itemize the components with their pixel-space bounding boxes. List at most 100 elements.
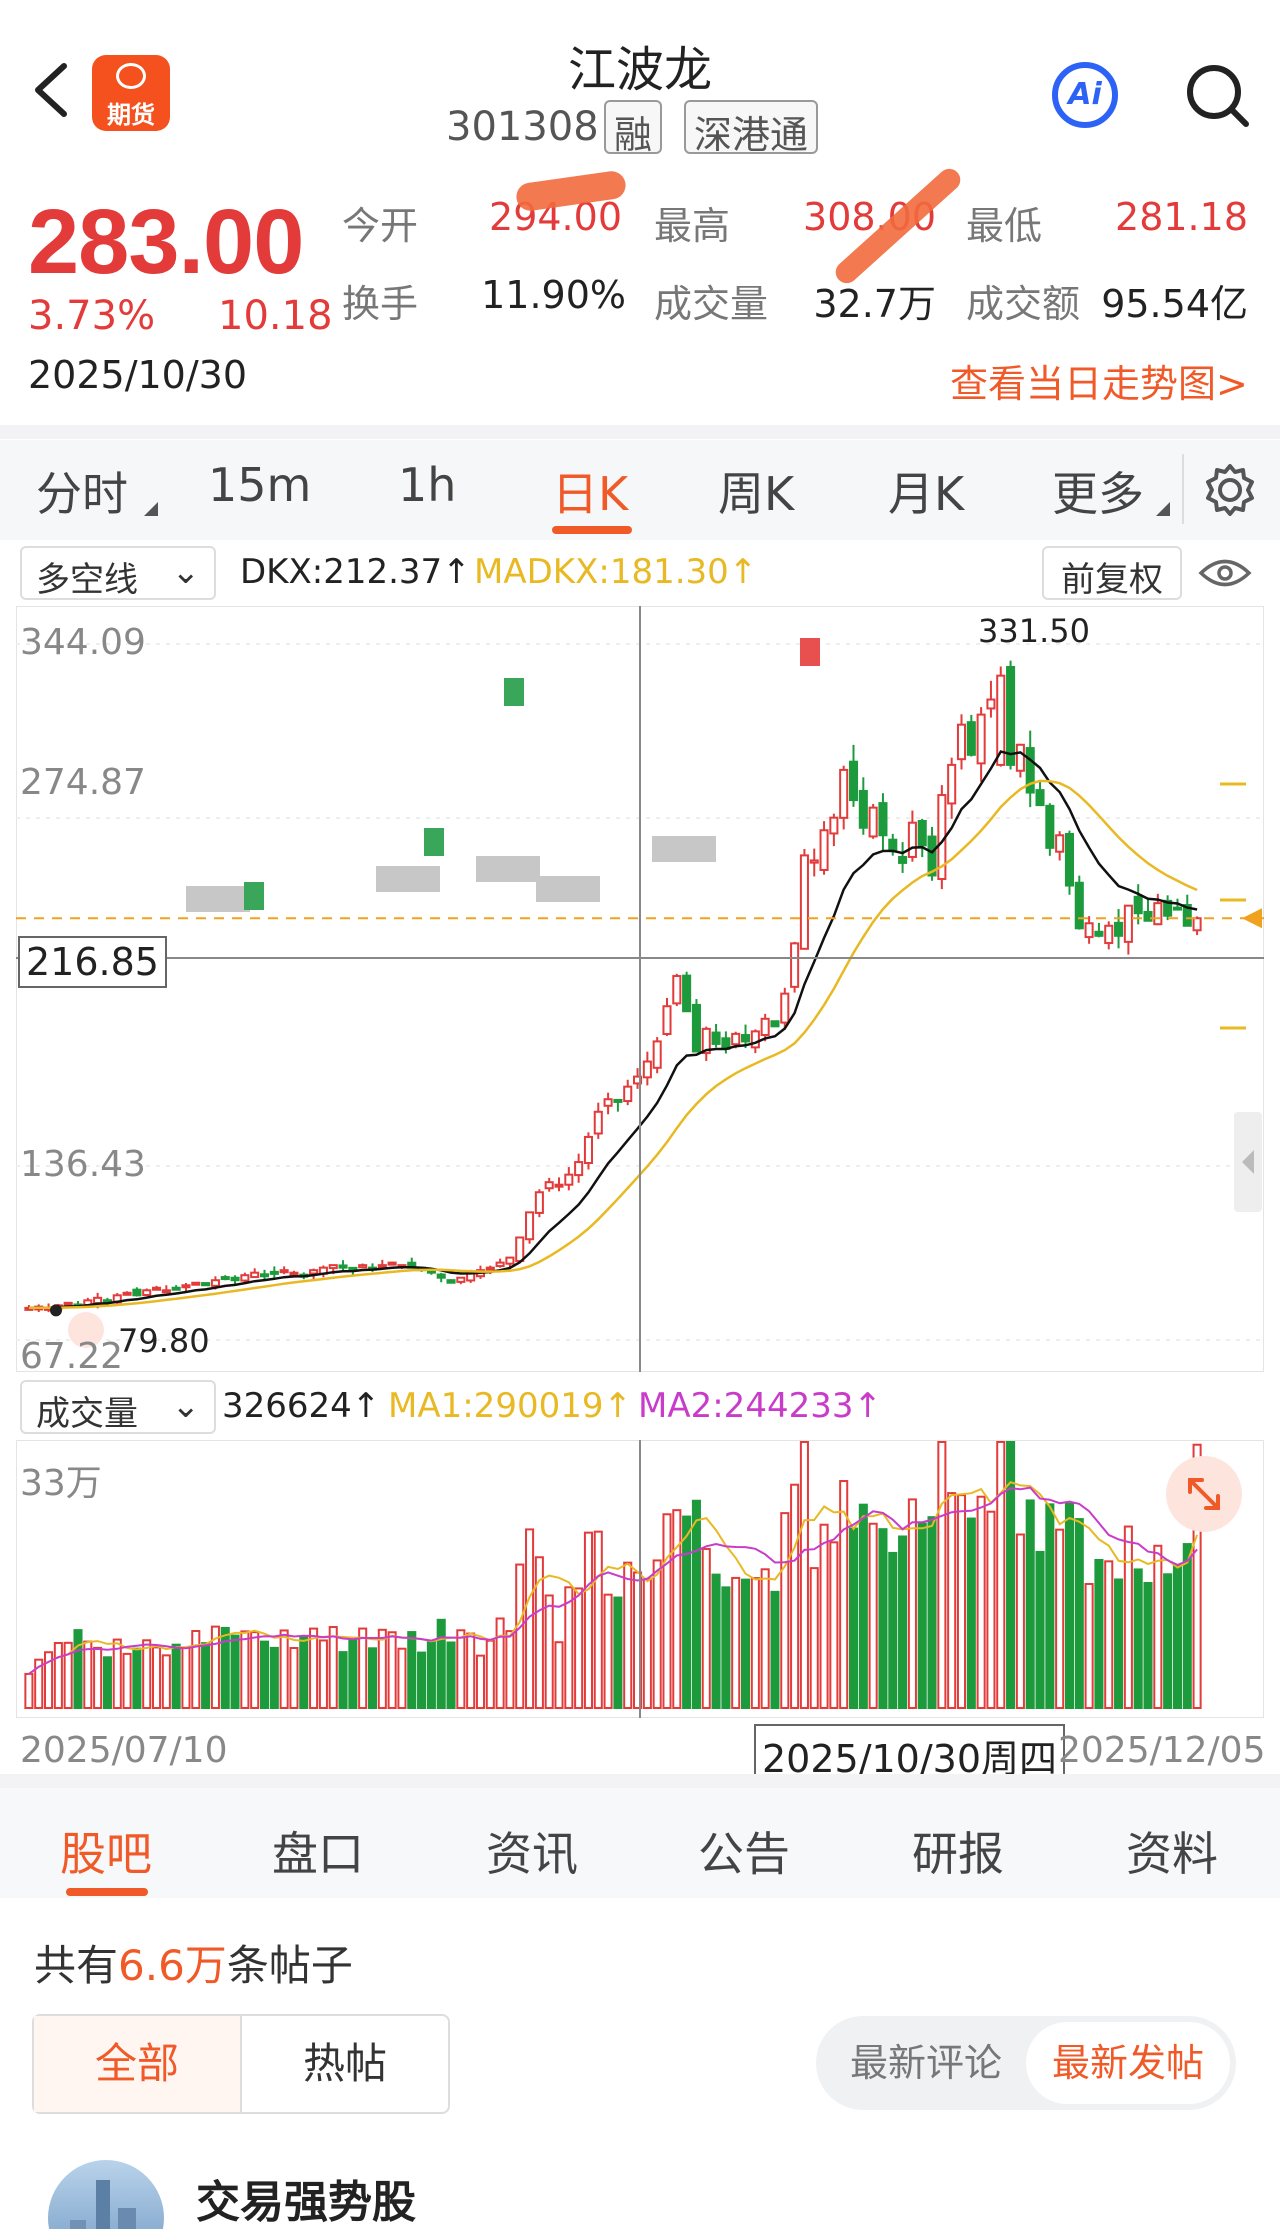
intraday-chart-link[interactable]: 查看当日走势图>	[950, 362, 1248, 406]
tab-research[interactable]: 研报	[912, 1827, 1004, 1881]
high-label: 最高	[654, 204, 731, 248]
tab-order-book[interactable]: 盘口	[272, 1827, 364, 1881]
candle-body	[740, 1034, 751, 1043]
candle-body	[515, 1236, 525, 1262]
madkx-line	[28, 779, 1198, 1310]
volume-bar	[1084, 1582, 1094, 1709]
volume-bar	[53, 1641, 63, 1710]
y-axis-label: 344.09	[20, 622, 146, 663]
candle-body	[240, 1274, 250, 1282]
candle-body	[731, 1032, 741, 1046]
volume-bar	[210, 1625, 220, 1709]
volume-bar	[73, 1629, 83, 1709]
candle-body	[829, 816, 839, 835]
candle-body	[1143, 910, 1153, 922]
sequence-badge	[668, 836, 684, 862]
change-amount: 10.18	[218, 293, 333, 339]
volume-bar	[907, 1498, 917, 1709]
candle-body	[1133, 895, 1143, 915]
chevron-down-icon: ⌄	[171, 1386, 201, 1426]
date-end: 2025/12/05	[1058, 1730, 1266, 1771]
tab-more[interactable]: 更多	[1052, 467, 1144, 521]
expand-icon[interactable]	[1166, 1456, 1242, 1532]
sub-indicator-select[interactable]: 成交量 ⌄	[20, 1380, 216, 1434]
volume-bar	[839, 1480, 849, 1709]
candle-body	[613, 1098, 623, 1103]
candle-body	[868, 806, 878, 838]
volume-bar	[574, 1587, 584, 1710]
post-count-suffix: 条帖子	[226, 1941, 353, 1990]
volume-bar	[328, 1626, 338, 1709]
candle-body	[917, 820, 927, 847]
tab-weekly-k[interactable]: 周K	[718, 467, 795, 521]
main-indicator-label: 多空线	[36, 560, 138, 600]
volume-bar	[603, 1593, 613, 1709]
tab-monthly-k[interactable]: 月K	[888, 467, 965, 521]
candle-body	[1006, 665, 1016, 766]
content-tabs: 股吧 盘口 资讯 公告 研报 资料	[0, 1788, 1280, 1898]
sort-latest-comment[interactable]: 最新评论	[849, 2041, 1002, 2085]
search-icon[interactable]	[1182, 60, 1252, 130]
candle-body	[181, 1284, 191, 1289]
sequence-badge	[186, 886, 202, 912]
volume-bar	[191, 1629, 201, 1709]
volume-bar	[387, 1631, 397, 1709]
tab-1h[interactable]: 1h	[398, 458, 457, 512]
candle-body	[858, 789, 868, 829]
candle-body	[878, 802, 888, 837]
sequence-badge	[568, 876, 584, 902]
volume-bar	[1006, 1441, 1016, 1709]
volume-bar	[662, 1513, 672, 1709]
candle-body	[377, 1264, 387, 1269]
sort-latest-post[interactable]: 最新发帖	[1026, 2022, 1230, 2104]
divider	[0, 1774, 1280, 1788]
volume-bar	[956, 1494, 967, 1710]
volume-bar	[466, 1632, 476, 1710]
adjust-button[interactable]: 前复权	[1042, 546, 1182, 600]
sequence-badge	[392, 866, 408, 892]
tab-15m[interactable]: 15m	[208, 458, 312, 512]
kline-chart[interactable]	[16, 606, 1264, 1372]
candle-body	[672, 975, 682, 1005]
candle-body	[947, 763, 957, 805]
tab-profile[interactable]: 资料	[1126, 1827, 1218, 1881]
candle-body	[574, 1161, 584, 1177]
y-axis-label: 67.22	[20, 1336, 124, 1377]
filter-all[interactable]: 全部	[34, 2016, 240, 2112]
volume-bar	[799, 1441, 809, 1709]
paper-plane-icon	[116, 63, 146, 89]
filter-hot[interactable]: 热帖	[302, 2039, 387, 2088]
candle-body	[1172, 906, 1182, 911]
eye-icon[interactable]	[1198, 556, 1252, 590]
stock-name: 江波龙	[567, 42, 712, 98]
tab-daily-k[interactable]: 日K	[552, 467, 629, 521]
volume-ma2-value: MA2:244233↑	[638, 1386, 882, 1426]
volume-chart[interactable]	[16, 1440, 1264, 1718]
futures-logo[interactable]: 期货	[92, 55, 170, 131]
candle-body	[898, 855, 908, 864]
main-indicator-select[interactable]: 多空线 ⌄	[20, 546, 216, 600]
sequence-badge-9	[800, 638, 820, 666]
volume-bar	[858, 1503, 868, 1709]
sequence-badge	[652, 836, 668, 862]
ai-assistant-icon[interactable]: Ai	[1052, 62, 1118, 128]
tab-intraday[interactable]: 分时	[36, 467, 128, 521]
post-title[interactable]: 交易强势股	[196, 2177, 416, 2228]
volume-bar	[1123, 1525, 1133, 1709]
chevron-left-icon[interactable]	[28, 60, 78, 120]
gear-icon[interactable]	[1202, 462, 1258, 518]
volume-ma1-line	[28, 1481, 1199, 1675]
tab-forum[interactable]: 股吧	[60, 1827, 152, 1881]
volume-bar	[250, 1631, 260, 1709]
volume-bar	[475, 1654, 486, 1709]
tab-news[interactable]: 资讯	[486, 1827, 578, 1881]
volume-bar	[593, 1530, 603, 1709]
candle-body	[1084, 922, 1094, 939]
avatar[interactable]	[48, 2160, 164, 2229]
y-axis-label: 274.87	[20, 762, 146, 803]
candle-body	[1074, 881, 1084, 930]
app-header: 期货 江波龙 301308 融 深港通 Ai	[0, 0, 1280, 165]
volume-bar	[750, 1577, 760, 1709]
tab-announcements[interactable]: 公告	[698, 1827, 790, 1881]
period-tabs: 分时 15m 1h 日K 周K 月K 更多	[0, 440, 1280, 540]
